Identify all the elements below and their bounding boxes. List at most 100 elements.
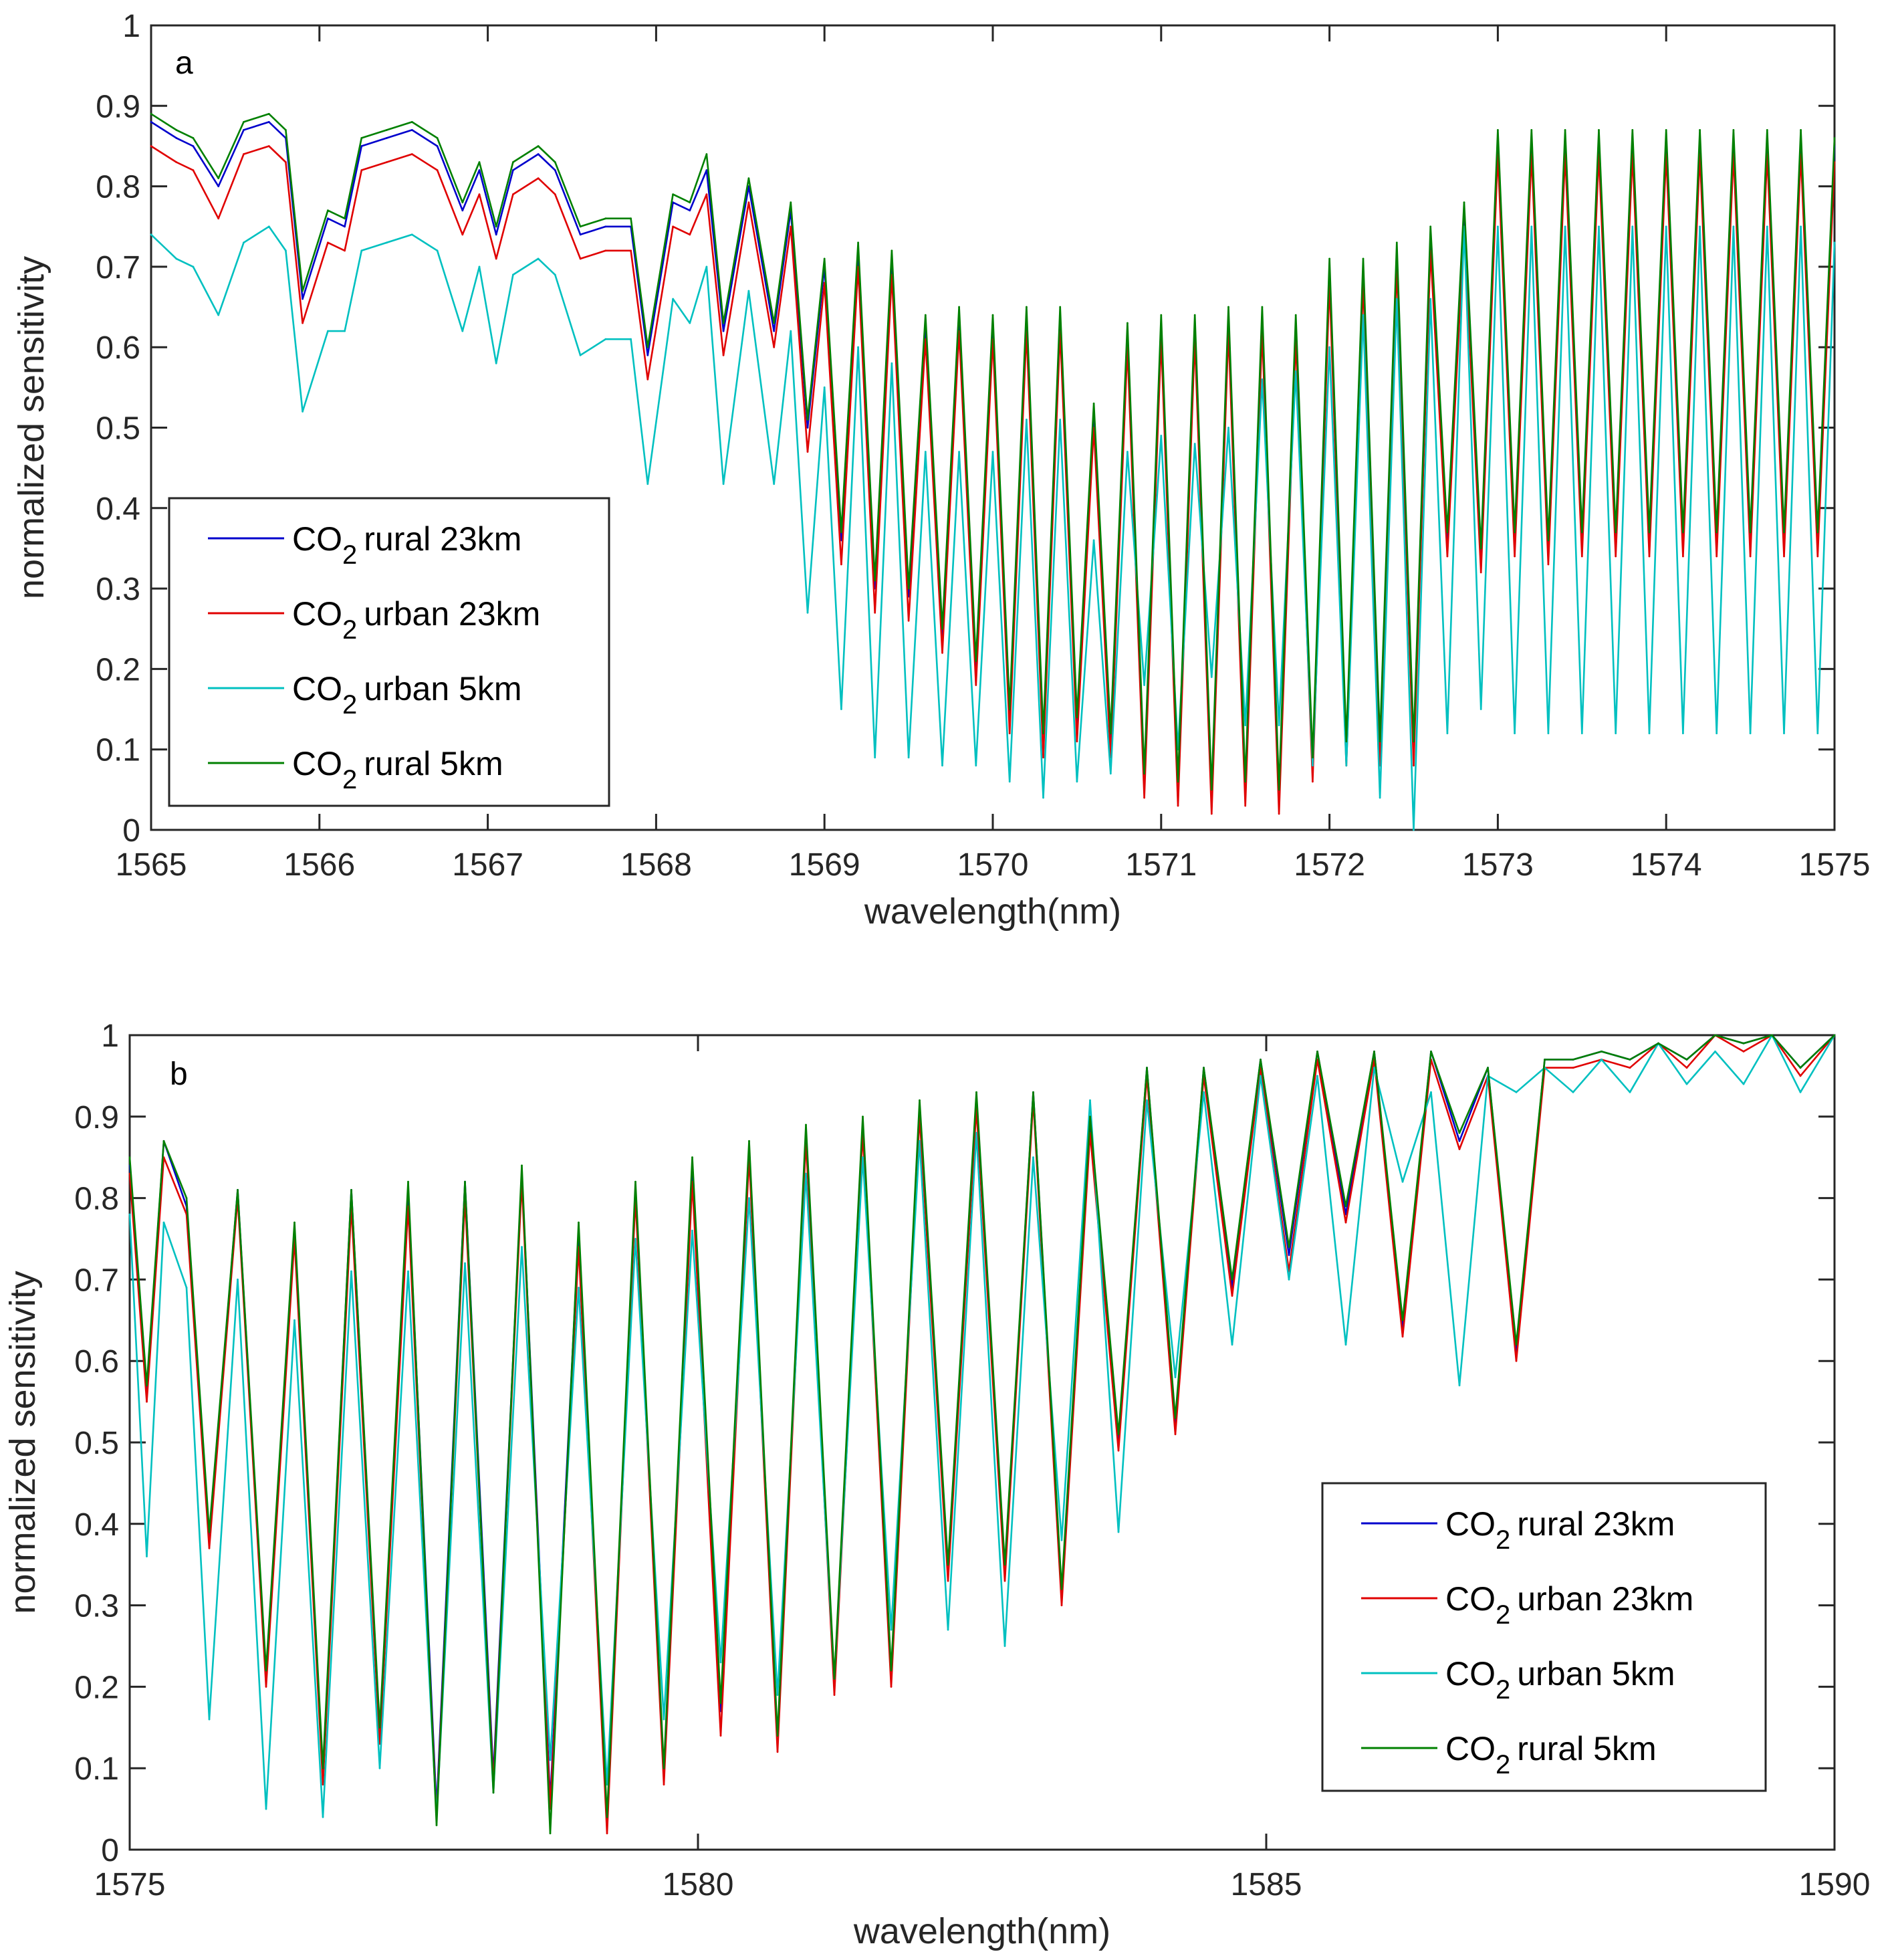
data-point xyxy=(1515,1091,1518,1093)
data-point xyxy=(1244,804,1247,807)
legend-entry: CO2 rural 5km xyxy=(292,745,503,794)
data-point xyxy=(1580,555,1583,558)
legend-entry-prefix: CO xyxy=(1445,1655,1496,1693)
data-point xyxy=(293,1319,295,1321)
data-point xyxy=(991,314,994,316)
data-point xyxy=(630,249,632,252)
legend-entry-subscript: 2 xyxy=(342,540,357,570)
data-point xyxy=(461,233,464,236)
data-point xyxy=(1682,555,1684,558)
y-axis-label: normalized sensitivity xyxy=(11,256,51,599)
data-point xyxy=(1413,740,1415,743)
data-point xyxy=(162,1221,165,1224)
data-point xyxy=(606,1783,608,1786)
data-point xyxy=(862,1115,864,1118)
y-tick-label: 0.6 xyxy=(74,1344,119,1380)
data-point xyxy=(1800,225,1802,228)
data-point xyxy=(1446,555,1449,558)
data-point xyxy=(554,193,556,195)
legend-entry-prefix: CO xyxy=(1445,1505,1496,1543)
data-point xyxy=(1799,1091,1802,1093)
data-point xyxy=(604,217,607,220)
data-point xyxy=(267,145,270,147)
data-point xyxy=(360,145,363,147)
data-point xyxy=(327,241,329,244)
data-point xyxy=(1547,732,1550,734)
data-point xyxy=(1648,732,1651,734)
data-point xyxy=(1379,796,1381,799)
data-point xyxy=(606,1816,608,1818)
data-point xyxy=(1127,451,1129,453)
data-point xyxy=(285,249,287,252)
data-point xyxy=(975,764,977,767)
data-point xyxy=(840,563,842,566)
data-point xyxy=(1008,708,1011,710)
data-point xyxy=(747,290,750,292)
data-point xyxy=(1458,1384,1461,1387)
data-point xyxy=(646,378,649,380)
data-point xyxy=(436,137,439,139)
data-point xyxy=(1227,306,1229,308)
data-point xyxy=(663,1718,665,1721)
y-tick-label: 0.2 xyxy=(74,1670,119,1705)
data-point xyxy=(1716,732,1718,734)
data-point xyxy=(1312,780,1314,783)
data-point xyxy=(958,306,960,308)
data-point xyxy=(1413,829,1415,831)
data-point xyxy=(1344,1221,1347,1224)
data-point xyxy=(919,1139,921,1142)
data-point xyxy=(386,241,388,244)
data-point xyxy=(537,153,540,155)
data-point xyxy=(1261,306,1264,308)
data-point xyxy=(344,217,346,220)
data-point xyxy=(1446,732,1449,734)
data-point xyxy=(175,137,178,139)
data-point xyxy=(1631,129,1634,131)
data-point xyxy=(975,684,977,686)
legend-entry-name: urban 5km xyxy=(364,670,521,707)
data-point xyxy=(554,161,556,163)
data-point xyxy=(1109,772,1112,775)
data-point xyxy=(776,1694,779,1697)
y-tick-label: 0 xyxy=(122,813,140,849)
data-point xyxy=(243,241,245,244)
data-point xyxy=(579,225,582,228)
data-point xyxy=(1092,539,1095,542)
data-point xyxy=(806,427,809,429)
data-point xyxy=(1160,435,1163,437)
data-point xyxy=(890,1628,893,1631)
data-point xyxy=(1008,732,1011,734)
data-point xyxy=(705,169,708,171)
data-point xyxy=(790,201,792,204)
data-point xyxy=(175,257,178,260)
data-point xyxy=(1127,322,1129,324)
data-point xyxy=(776,1735,779,1737)
series-line-rural-5km xyxy=(128,1034,1835,1834)
data-point xyxy=(1278,724,1280,726)
data-point xyxy=(192,169,195,171)
data-point xyxy=(1833,137,1836,139)
series-line-urban-23km xyxy=(128,1034,1835,1834)
data-point xyxy=(1601,1059,1603,1061)
data-point xyxy=(1401,1180,1404,1183)
data-point xyxy=(1177,804,1179,807)
data-point xyxy=(378,1726,381,1729)
data-point xyxy=(1210,676,1213,678)
data-point xyxy=(512,193,514,195)
data-point xyxy=(578,1287,580,1289)
data-point xyxy=(975,660,977,662)
legend-entry-subscript: 2 xyxy=(342,765,357,794)
data-point xyxy=(1117,1449,1120,1452)
data-point xyxy=(1288,1246,1290,1248)
y-tick-label: 0.7 xyxy=(74,1263,119,1298)
data-point xyxy=(1395,298,1398,300)
data-point xyxy=(410,153,413,155)
data-point xyxy=(436,249,439,252)
legend-entry-subscript: 2 xyxy=(1496,1525,1510,1555)
data-point xyxy=(1231,1295,1233,1297)
legend-entry-prefix: CO xyxy=(292,520,342,558)
data-point xyxy=(302,322,304,324)
data-point xyxy=(719,1735,722,1737)
data-point xyxy=(907,619,910,622)
data-point xyxy=(410,121,413,123)
